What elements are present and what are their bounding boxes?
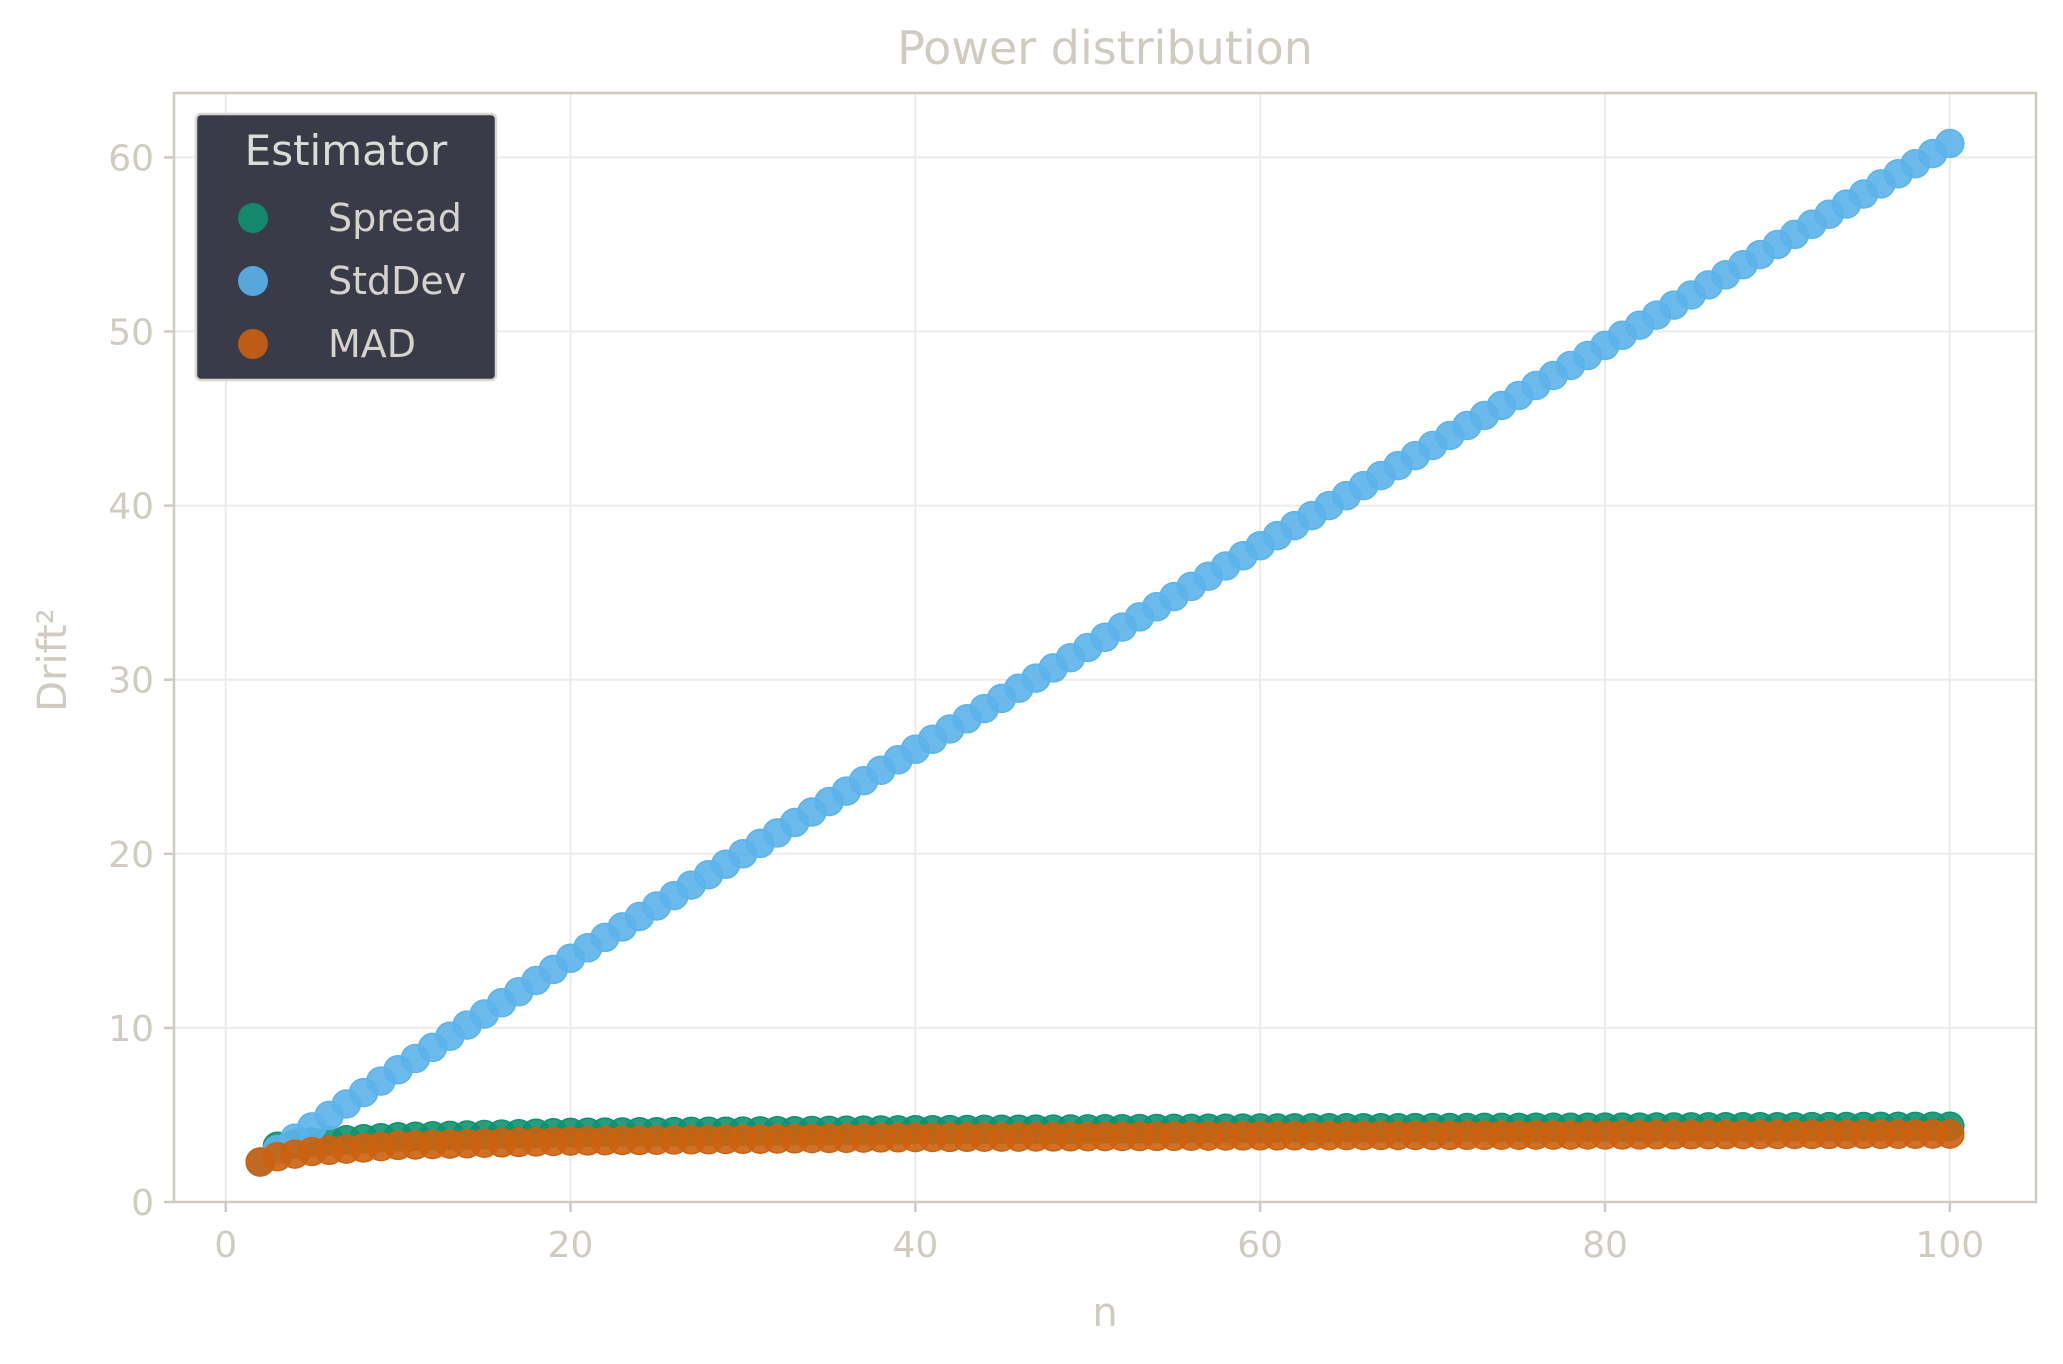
y-tick-label: 10 <box>108 1009 154 1050</box>
y-tick-label: 40 <box>108 487 154 528</box>
legend: Estimator Spread StdDev MAD <box>194 112 498 382</box>
x-tick-label: 60 <box>1237 1225 1283 1266</box>
series-mad <box>245 1119 1965 1177</box>
axis-ticks: 0 20 40 60 80 100 0 10 20 30 40 50 60 <box>108 138 1984 1266</box>
series-stddev <box>245 128 1965 1177</box>
plot-frame <box>172 91 2038 1204</box>
legend-items: Spread StdDev MAD <box>238 196 466 366</box>
legend-box <box>194 112 498 382</box>
legend-marker-spread <box>238 203 268 233</box>
y-axis-label: Drift² <box>30 608 76 711</box>
x-tick-label: 20 <box>548 1225 594 1266</box>
legend-title: Estimator <box>245 126 448 175</box>
chart-title: Power distribution <box>897 21 1313 75</box>
legend-label-stddev: StdDev <box>328 259 466 303</box>
y-tick-label: 30 <box>108 661 154 702</box>
y-tick-label: 50 <box>108 313 154 354</box>
mad-point <box>1935 1119 1965 1149</box>
stddev-point <box>1935 128 1965 159</box>
x-tick-label: 80 <box>1582 1225 1628 1266</box>
legend-marker-stddev <box>238 266 268 296</box>
series-layer <box>245 128 1965 1177</box>
x-axis-label: n <box>1092 1290 1117 1336</box>
x-tick-label: 40 <box>892 1225 938 1266</box>
y-tick-label: 60 <box>108 138 154 179</box>
y-tick-label: 20 <box>108 835 154 876</box>
x-tick-label: 100 <box>1915 1225 1984 1266</box>
y-tick-label: 0 <box>131 1183 154 1224</box>
x-tick-label: 0 <box>214 1225 237 1266</box>
legend-label-spread: Spread <box>328 196 462 240</box>
legend-label-mad: MAD <box>328 322 416 366</box>
legend-marker-mad <box>238 329 268 359</box>
